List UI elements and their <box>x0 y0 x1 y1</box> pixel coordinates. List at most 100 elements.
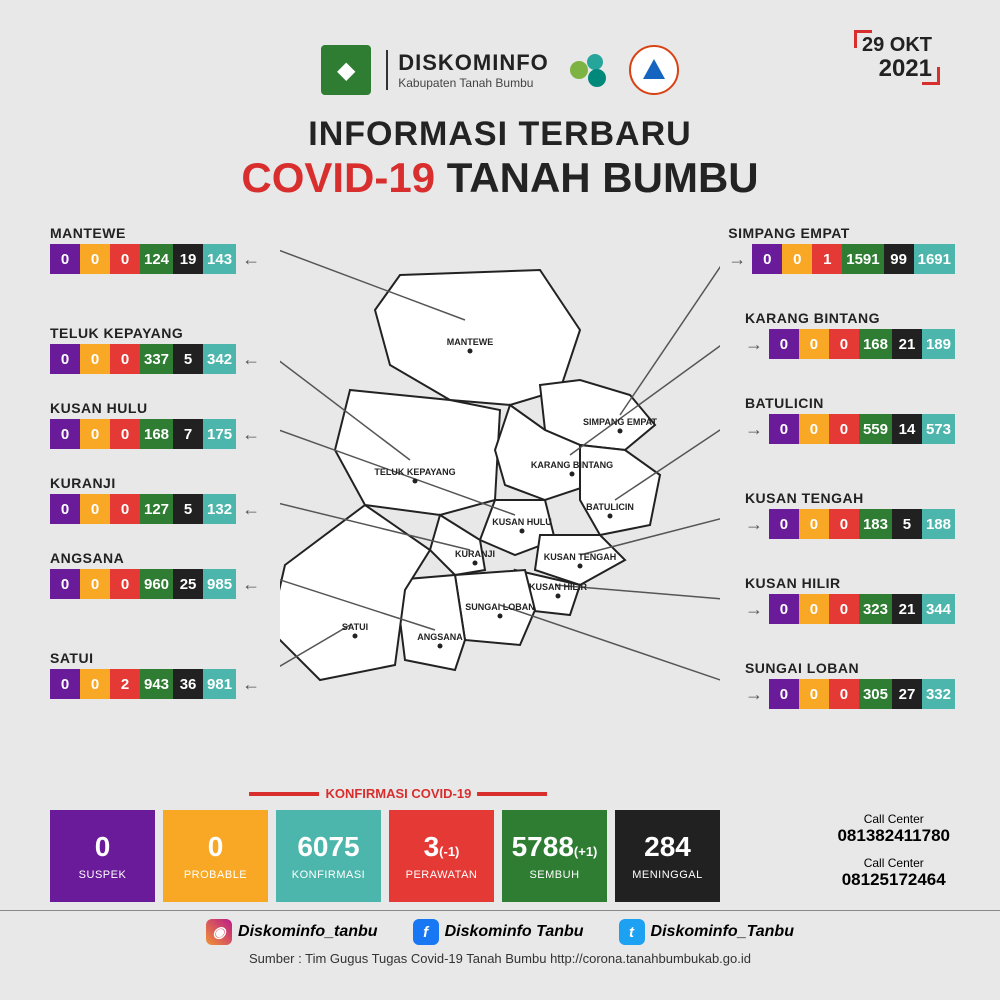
ig-icon: ◉ <box>206 919 232 945</box>
stat-cell: 0 <box>110 494 140 524</box>
stat-cell: 99 <box>884 244 914 274</box>
fb-icon: f <box>413 919 439 945</box>
org-subtitle: Kabupaten Tanah Bumbu <box>398 76 549 90</box>
stat-cell: 985 <box>203 569 236 599</box>
summary-label: PROBABLE <box>184 869 247 881</box>
footer: ◉Diskominfo_tanbu f Diskominfo Tanbu tDisko… <box>0 910 1000 980</box>
infographic-page: ◆ DISKOMINFO Kabupaten Tanah Bumbu 29 OK… <box>0 0 1000 1000</box>
stat-cell: 19 <box>173 244 203 274</box>
region-satui: SATUI00294336981← <box>50 650 260 699</box>
region-map: MANTEWETELUK KEPAYANGKARANG BINTANGSIMPA… <box>280 250 720 750</box>
region-stats: 00012419143← <box>50 244 260 274</box>
stat-cell: 0 <box>799 329 829 359</box>
summary-value: 0 <box>208 831 224 863</box>
map-label: SATUI <box>342 622 368 632</box>
stat-cell: 344 <box>922 594 955 624</box>
summary-label: KONFIRMASI <box>292 869 365 881</box>
pointer-icon: → <box>728 244 746 274</box>
stat-cell: 323 <box>859 594 892 624</box>
region-name: KURANJI <box>50 475 260 491</box>
stat-cell: 0 <box>50 669 80 699</box>
stat-cell: 0 <box>80 669 110 699</box>
stat-cell: 0 <box>110 244 140 274</box>
stat-cell: 168 <box>140 419 173 449</box>
pointer-icon: ← <box>242 244 260 274</box>
stat-cell: 1 <box>812 244 842 274</box>
stat-cell: 0 <box>829 329 859 359</box>
summary-box-sembuh: 5788(+1)SEMBUH <box>502 810 607 902</box>
summary-value: 5788(+1) <box>512 831 598 863</box>
stat-cell: 0 <box>50 494 80 524</box>
summary-row: KONFIRMASI COVID-19 0SUSPEK0PROBABLE6075… <box>50 810 950 902</box>
summary-value: 284 <box>644 831 691 863</box>
stat-cell: 0 <box>829 594 859 624</box>
pointer-icon: ← <box>242 669 260 699</box>
region-stats: →00016821189 <box>745 329 955 359</box>
pointer-icon: ← <box>242 569 260 599</box>
stat-cell: 1691 <box>914 244 955 274</box>
region-name: KUSAN TENGAH <box>745 490 955 506</box>
stat-cell: 127 <box>140 494 173 524</box>
map-label: SUNGAI LOBAN <box>465 602 535 612</box>
map-label: KURANJI <box>455 549 495 559</box>
map-label: MANTEWE <box>447 337 494 347</box>
social-tw[interactable]: tDiskominfo_Tanbu <box>619 919 794 945</box>
map-label: KUSAN TENGAH <box>544 552 617 562</box>
stat-cell: 168 <box>859 329 892 359</box>
source-line: Sumber : Tim Gugus Tugas Covid-19 Tanah … <box>0 951 1000 966</box>
stat-cell: 0 <box>50 244 80 274</box>
stat-cell: 0 <box>782 244 812 274</box>
stat-cell: 960 <box>140 569 173 599</box>
region-name: SIMPANG EMPAT <box>728 225 955 241</box>
call-center: Call Center08125172464 <box>837 856 950 890</box>
map-label: TELUK KEPAYANG <box>374 467 455 477</box>
region-stats: →0011591991691 <box>728 244 955 274</box>
region-batulicin: BATULICIN →00055914573 <box>745 395 955 444</box>
summary-box-perawatan: 3(-1)PERAWATAN <box>389 810 494 902</box>
summary-label: SUSPEK <box>79 869 127 881</box>
confirm-section-label: KONFIRMASI COVID-19 <box>249 786 547 801</box>
map-label: KARANG BINTANG <box>531 460 613 470</box>
summary-label: PERAWATAN <box>406 869 478 881</box>
stat-cell: 1591 <box>842 244 883 274</box>
region-name: BATULICIN <box>745 395 955 411</box>
pointer-icon: → <box>745 509 763 539</box>
social-handle: Diskominfo Tanbu <box>445 923 584 941</box>
region-teluk-kepayang: TELUK KEPAYANG0003375342← <box>50 325 260 374</box>
stat-cell: 0 <box>769 329 799 359</box>
social-fb[interactable]: f Diskominfo Tanbu <box>413 919 584 945</box>
summary-box-konfirmasi: 6075 KONFIRMASI <box>276 810 381 902</box>
stat-cell: 981 <box>203 669 236 699</box>
region-name: KUSAN HILIR <box>745 575 955 591</box>
region-simpang-empat: SIMPANG EMPAT→0011591991691 <box>728 225 955 274</box>
stat-cell: 189 <box>922 329 955 359</box>
social-ig[interactable]: ◉Diskominfo_tanbu <box>206 919 378 945</box>
region-karang-bintang: KARANG BINTANG →00016821189 <box>745 310 955 359</box>
stat-cell: 5 <box>173 344 203 374</box>
call-center: Call Center081382411780 <box>837 812 950 846</box>
stat-cell: 0 <box>110 419 140 449</box>
stat-cell: 0 <box>80 419 110 449</box>
stat-cell: 0 <box>829 679 859 709</box>
region-stats: →00055914573 <box>745 414 955 444</box>
stat-cell: 0 <box>769 414 799 444</box>
region-name: KARANG BINTANG <box>745 310 955 326</box>
call-center-label: Call Center <box>837 812 950 826</box>
pointer-icon: → <box>745 594 763 624</box>
title-line1: INFORMASI TERBARU <box>0 115 1000 154</box>
pointer-icon: ← <box>242 344 260 374</box>
stat-cell: 7 <box>173 419 203 449</box>
pointer-icon: ← <box>242 494 260 524</box>
region-kuranji: KURANJI0001275132← <box>50 475 260 524</box>
region-stats: →0001835188 <box>745 509 955 539</box>
stat-cell: 143 <box>203 244 236 274</box>
stat-cell: 175 <box>203 419 236 449</box>
stat-cell: 0 <box>799 414 829 444</box>
region-stats: 00096025985← <box>50 569 260 599</box>
date-line1: 29 OKT <box>862 34 932 57</box>
summary-value: 6075 <box>297 831 359 863</box>
header: ◆ DISKOMINFO Kabupaten Tanah Bumbu <box>0 30 1000 110</box>
pointer-icon: → <box>745 679 763 709</box>
stat-cell: 342 <box>203 344 236 374</box>
stat-cell: 573 <box>922 414 955 444</box>
